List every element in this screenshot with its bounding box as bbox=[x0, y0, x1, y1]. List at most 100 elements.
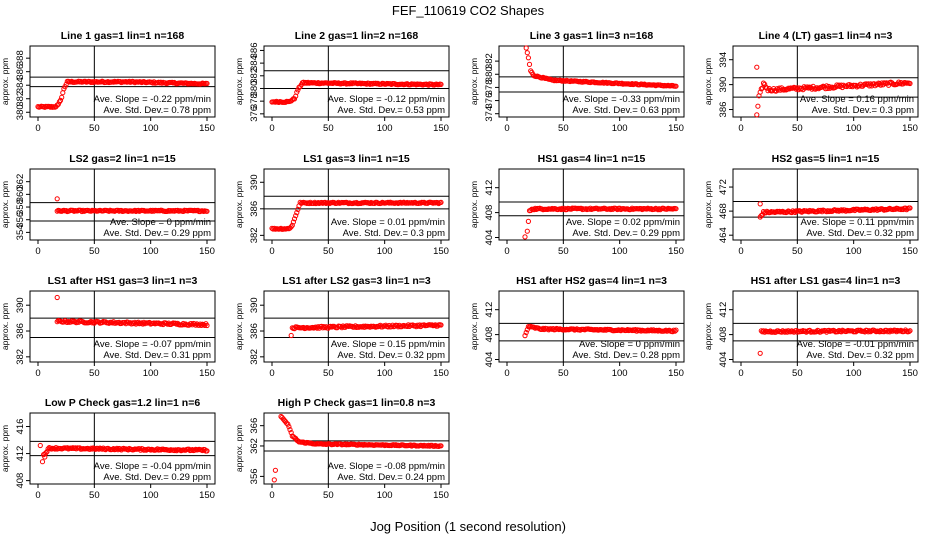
chart-panel: HS1 after LS1 gas=4 lin=1 n=3 approx. ppm… bbox=[703, 275, 919, 379]
x-tick-label: 100 bbox=[846, 123, 862, 134]
chart-panel: Line 2 gas=1 lin=2 n=168 approx. ppm 0 50 10… bbox=[234, 30, 450, 134]
data-points bbox=[269, 199, 444, 232]
x-tick-label: 150 bbox=[668, 123, 684, 134]
x-tick-label: 100 bbox=[377, 490, 393, 501]
x-tick-label: 150 bbox=[668, 368, 684, 379]
plot-frame bbox=[263, 290, 450, 363]
data-point bbox=[293, 213, 299, 219]
data-point bbox=[131, 320, 137, 327]
data-point bbox=[525, 218, 532, 224]
data-point bbox=[523, 45, 529, 51]
x-tick-label: 150 bbox=[199, 123, 215, 134]
plot-frame bbox=[29, 168, 216, 241]
chart-panel: HS2 gas=5 lin=1 n=15 approx. ppm 0 50 100 150… bbox=[703, 153, 919, 257]
y-tick-label: 366 bbox=[249, 418, 260, 434]
data-point bbox=[287, 427, 293, 433]
x-tick-label: 0 bbox=[504, 246, 509, 257]
y-tick-label: 382 bbox=[15, 91, 26, 107]
x-tick-label: 0 bbox=[269, 368, 274, 379]
data-point bbox=[897, 81, 903, 87]
y-tick-label: 374 bbox=[484, 106, 495, 122]
stddev-annotation: Ave. Std. Dev.= 0.28 ppm bbox=[572, 350, 680, 361]
y-tick-label: 386 bbox=[249, 323, 260, 339]
x-tick-label: 100 bbox=[143, 123, 159, 134]
panel-title: LS1 after LS2 gas=3 lin=1 n=3 bbox=[282, 275, 431, 287]
x-tick-label: 150 bbox=[902, 123, 918, 134]
data-point bbox=[801, 84, 807, 90]
data-point bbox=[110, 446, 117, 452]
data-point bbox=[673, 83, 679, 89]
data-points bbox=[54, 196, 210, 215]
data-point bbox=[673, 327, 679, 333]
data-point bbox=[438, 322, 444, 328]
data-point bbox=[824, 83, 830, 89]
y-axis-label: approx. ppm bbox=[0, 303, 10, 350]
chart-panel: High P Check gas=1 lin=0.8 n=3 approx. pp… bbox=[234, 397, 450, 501]
plot-frame bbox=[263, 168, 450, 241]
slope-annotation: Ave. Slope = -0.07 ppm/min bbox=[94, 339, 211, 350]
data-point bbox=[312, 199, 318, 205]
data-point bbox=[285, 421, 291, 427]
stddev-annotation: Ave. Std. Dev.= 0.24 ppm bbox=[337, 472, 445, 483]
data-point bbox=[760, 80, 767, 86]
y-axis-label: approx. ppm bbox=[703, 181, 713, 228]
chart-panel: Line 3 gas=1 lin=3 n=168 approx. ppm 0 50 10… bbox=[469, 30, 685, 134]
data-point bbox=[289, 222, 295, 228]
panel-title: HS1 after HS2 gas=4 lin=1 n=3 bbox=[516, 275, 667, 287]
panel-title: High P Check gas=1 lin=0.8 n=3 bbox=[278, 397, 436, 409]
data-point bbox=[524, 50, 530, 56]
x-tick-label: 100 bbox=[143, 368, 159, 379]
y-axis-label: approx. ppm bbox=[469, 58, 479, 105]
y-tick-label: 386 bbox=[249, 43, 260, 59]
slope-annotation: Ave. Slope = 0 ppm/min bbox=[579, 339, 680, 350]
data-points bbox=[522, 205, 679, 240]
data-point bbox=[55, 101, 61, 107]
data-point bbox=[188, 321, 194, 327]
y-tick-label: 382 bbox=[249, 227, 260, 243]
x-tick-label: 50 bbox=[89, 490, 100, 501]
stddev-annotation: Ave. Std. Dev.= 0.32 ppm bbox=[806, 228, 914, 239]
plot-frame bbox=[498, 45, 685, 118]
panel-title: Line 1 gas=1 lin=1 n=168 bbox=[61, 30, 185, 42]
panel-title: HS1 gas=4 lin=1 n=15 bbox=[538, 153, 646, 165]
data-point bbox=[204, 208, 210, 214]
panel-title: Low P Check gas=1.2 lin=1 n=6 bbox=[45, 397, 200, 409]
stddev-annotation: Ave. Std. Dev.= 0.32 ppm bbox=[337, 350, 445, 361]
panel-title: HS1 after LS1 gas=4 lin=1 n=3 bbox=[751, 275, 901, 287]
data-points bbox=[288, 322, 444, 339]
x-tick-label: 50 bbox=[792, 368, 803, 379]
plot-frame bbox=[29, 290, 216, 363]
x-tick-label: 100 bbox=[377, 246, 393, 257]
y-tick-label: 382 bbox=[249, 68, 260, 84]
slope-annotation: Ave. Slope = -0.12 ppm/min bbox=[328, 94, 445, 105]
y-tick-label: 468 bbox=[718, 203, 729, 219]
slope-annotation: Ave. Slope = -0.08 ppm/min bbox=[328, 461, 445, 472]
y-tick-label: 408 bbox=[15, 473, 26, 489]
y-tick-label: 390 bbox=[718, 77, 729, 93]
y-axis-label: approx. ppm bbox=[703, 303, 713, 350]
y-tick-label: 390 bbox=[15, 297, 26, 313]
y-axis-label: approx. ppm bbox=[234, 303, 244, 350]
stddev-annotation: Ave. Std. Dev.= 0.63 ppm bbox=[572, 105, 680, 116]
data-point bbox=[37, 442, 43, 449]
y-tick-label: 404 bbox=[718, 352, 729, 368]
data-point bbox=[59, 94, 65, 101]
data-point bbox=[57, 97, 64, 104]
panel-title: Line 2 gas=1 lin=2 n=168 bbox=[295, 30, 419, 42]
y-axis-label: approx. ppm bbox=[234, 425, 244, 472]
x-tick-label: 0 bbox=[738, 246, 743, 257]
x-tick-label: 150 bbox=[433, 246, 449, 257]
y-tick-label: 408 bbox=[718, 327, 729, 343]
x-tick-label: 100 bbox=[612, 123, 628, 134]
data-points bbox=[35, 78, 210, 110]
x-tick-label: 100 bbox=[612, 368, 628, 379]
y-tick-label: 386 bbox=[249, 201, 260, 217]
data-point bbox=[603, 79, 609, 85]
y-tick-label: 382 bbox=[15, 349, 26, 365]
plot-frame bbox=[732, 45, 919, 118]
plot-frame bbox=[29, 45, 216, 118]
x-tick-label: 150 bbox=[902, 368, 918, 379]
x-tick-label: 150 bbox=[668, 246, 684, 257]
x-tick-label: 100 bbox=[143, 246, 159, 257]
